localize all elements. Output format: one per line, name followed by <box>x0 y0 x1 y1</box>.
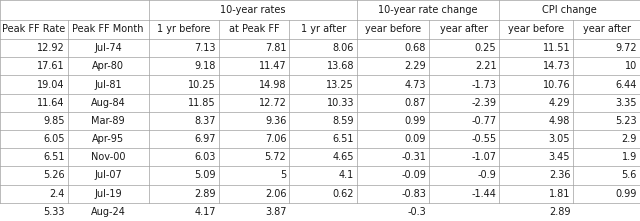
Text: 14.73: 14.73 <box>543 61 570 71</box>
Text: 5.23: 5.23 <box>616 116 637 126</box>
Text: 4.17: 4.17 <box>195 207 216 217</box>
Text: 0.68: 0.68 <box>404 43 426 53</box>
Text: Jul-19: Jul-19 <box>94 189 122 199</box>
Text: 9.36: 9.36 <box>265 116 286 126</box>
Text: 8.37: 8.37 <box>195 116 216 126</box>
Text: CPI change: CPI change <box>542 5 597 15</box>
Text: 0.99: 0.99 <box>404 116 426 126</box>
Text: Peak FF Month: Peak FF Month <box>72 25 144 34</box>
Text: 3.35: 3.35 <box>616 98 637 108</box>
Text: year before: year before <box>365 25 421 34</box>
Text: Apr-80: Apr-80 <box>92 61 124 71</box>
Text: 3.87: 3.87 <box>265 207 286 217</box>
Text: 6.97: 6.97 <box>195 134 216 144</box>
Text: 6.51: 6.51 <box>332 134 354 144</box>
Text: year after: year after <box>582 25 630 34</box>
Text: -1.44: -1.44 <box>472 189 497 199</box>
Text: 9.72: 9.72 <box>616 43 637 53</box>
Text: -1.73: -1.73 <box>472 80 497 90</box>
Text: Jul-74: Jul-74 <box>94 43 122 53</box>
Text: 2.36: 2.36 <box>548 170 570 181</box>
Text: 2.29: 2.29 <box>404 61 426 71</box>
Text: 7.81: 7.81 <box>265 43 286 53</box>
Text: -0.9: -0.9 <box>477 170 497 181</box>
Text: 0.25: 0.25 <box>475 43 497 53</box>
Text: 1.9: 1.9 <box>621 152 637 162</box>
Text: 3.45: 3.45 <box>548 152 570 162</box>
Text: 2.89: 2.89 <box>548 207 570 217</box>
Text: -0.31: -0.31 <box>401 152 426 162</box>
Text: 10.25: 10.25 <box>188 80 216 90</box>
Text: 19.04: 19.04 <box>37 80 65 90</box>
Text: 5.09: 5.09 <box>195 170 216 181</box>
Text: 10.33: 10.33 <box>326 98 354 108</box>
Text: 11.64: 11.64 <box>37 98 65 108</box>
Text: 11.85: 11.85 <box>188 98 216 108</box>
Text: 2.89: 2.89 <box>195 189 216 199</box>
Text: 11.47: 11.47 <box>259 61 286 71</box>
Text: 8.06: 8.06 <box>333 43 354 53</box>
Text: 5.33: 5.33 <box>43 207 65 217</box>
Text: 2.9: 2.9 <box>621 134 637 144</box>
Text: 5: 5 <box>280 170 286 181</box>
Text: 3.05: 3.05 <box>548 134 570 144</box>
Text: Mar-89: Mar-89 <box>92 116 125 126</box>
Text: 0.99: 0.99 <box>616 189 637 199</box>
Text: 9.85: 9.85 <box>43 116 65 126</box>
Text: 10: 10 <box>625 61 637 71</box>
Text: -0.55: -0.55 <box>471 134 497 144</box>
Text: 14.98: 14.98 <box>259 80 286 90</box>
Text: 6.51: 6.51 <box>43 152 65 162</box>
Text: 4.29: 4.29 <box>548 98 570 108</box>
Text: -1.07: -1.07 <box>472 152 497 162</box>
Text: 11.51: 11.51 <box>543 43 570 53</box>
Text: 5.72: 5.72 <box>264 152 286 162</box>
Text: 6.05: 6.05 <box>43 134 65 144</box>
Text: year after: year after <box>440 25 488 34</box>
Text: Jul-07: Jul-07 <box>94 170 122 181</box>
Text: 6.44: 6.44 <box>616 80 637 90</box>
Text: -2.39: -2.39 <box>472 98 497 108</box>
Text: 10-year rates: 10-year rates <box>220 5 285 15</box>
Text: 7.13: 7.13 <box>195 43 216 53</box>
Text: 5.26: 5.26 <box>43 170 65 181</box>
Text: at Peak FF: at Peak FF <box>229 25 280 34</box>
Text: 4.98: 4.98 <box>549 116 570 126</box>
Text: 0.62: 0.62 <box>332 189 354 199</box>
Text: -0.3: -0.3 <box>407 207 426 217</box>
Text: 5.6: 5.6 <box>621 170 637 181</box>
Text: 4.1: 4.1 <box>339 170 354 181</box>
Text: 10.76: 10.76 <box>543 80 570 90</box>
Text: 2.06: 2.06 <box>265 189 286 199</box>
Text: Peak FF Rate: Peak FF Rate <box>2 25 65 34</box>
Text: Nov-00: Nov-00 <box>91 152 125 162</box>
Text: 7.06: 7.06 <box>265 134 286 144</box>
Text: -0.77: -0.77 <box>471 116 497 126</box>
Text: Apr-95: Apr-95 <box>92 134 124 144</box>
Text: 1 yr before: 1 yr before <box>157 25 211 34</box>
Text: 4.65: 4.65 <box>332 152 354 162</box>
Text: 0.09: 0.09 <box>404 134 426 144</box>
Text: 12.92: 12.92 <box>37 43 65 53</box>
Text: 6.03: 6.03 <box>195 152 216 162</box>
Text: 4.73: 4.73 <box>404 80 426 90</box>
Text: 1.81: 1.81 <box>549 189 570 199</box>
Text: -0.83: -0.83 <box>401 189 426 199</box>
Text: 13.25: 13.25 <box>326 80 354 90</box>
Text: 2.4: 2.4 <box>49 189 65 199</box>
Text: 9.18: 9.18 <box>195 61 216 71</box>
Text: 2.21: 2.21 <box>475 61 497 71</box>
Text: -0.09: -0.09 <box>401 170 426 181</box>
Text: 8.59: 8.59 <box>332 116 354 126</box>
Text: 10-year rate change: 10-year rate change <box>378 5 478 15</box>
Text: Jul-81: Jul-81 <box>94 80 122 90</box>
Text: 12.72: 12.72 <box>259 98 286 108</box>
Text: 17.61: 17.61 <box>37 61 65 71</box>
Text: Aug-24: Aug-24 <box>91 207 125 217</box>
Text: Aug-84: Aug-84 <box>91 98 125 108</box>
Text: 1 yr after: 1 yr after <box>301 25 346 34</box>
Text: year before: year before <box>508 25 564 34</box>
Text: 13.68: 13.68 <box>326 61 354 71</box>
Text: 0.87: 0.87 <box>404 98 426 108</box>
